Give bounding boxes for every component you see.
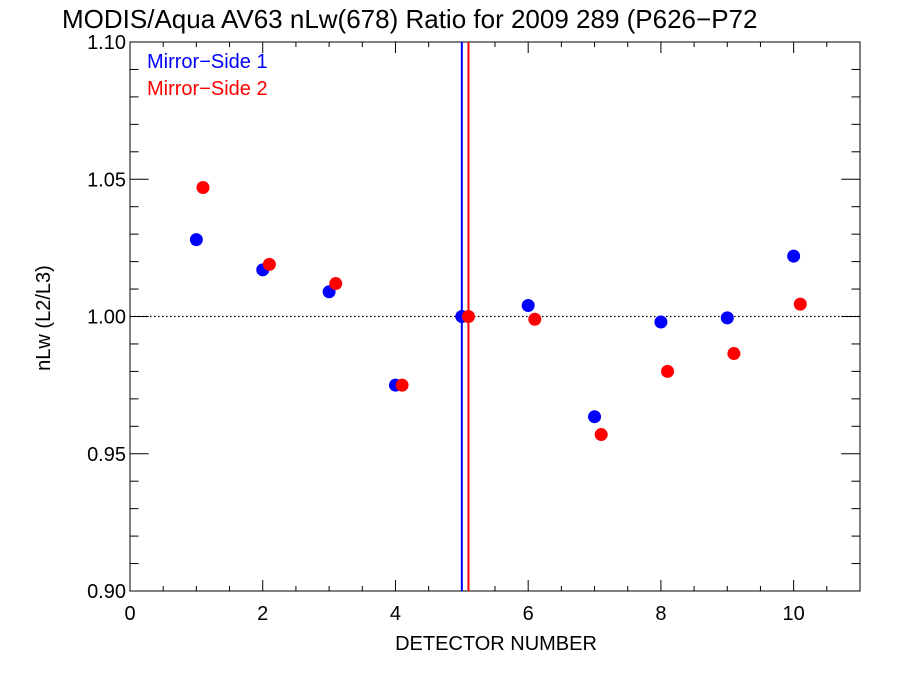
y-tick-label: 0.95 (87, 444, 126, 466)
point-mirror-side-2 (594, 428, 608, 442)
x-tick-label: 8 (655, 603, 666, 625)
legend-entry-1: Mirror−Side 1 (147, 51, 268, 73)
x-tick-label: 2 (257, 603, 268, 625)
x-tick-label: 6 (523, 603, 534, 625)
x-tick-label: 0 (124, 603, 135, 625)
y-tick-label: 1.05 (87, 169, 126, 191)
y-tick-label: 0.90 (87, 581, 126, 603)
x-tick-label: 4 (390, 603, 401, 625)
x-tick-label: 10 (783, 603, 805, 625)
legend: Mirror−Side 1 Mirror−Side 2 (147, 51, 268, 100)
point-mirror-side-2 (262, 257, 276, 271)
point-mirror-side-1 (654, 315, 668, 329)
point-mirror-side-2 (329, 277, 343, 291)
point-mirror-side-1 (720, 311, 734, 325)
y-tick-label: 1.00 (87, 307, 126, 329)
y-axis-label: nLw (L2/L3) (33, 265, 55, 371)
point-mirror-side-2 (661, 364, 675, 378)
data-points (189, 180, 807, 442)
point-mirror-side-2 (793, 297, 807, 311)
y-tick-label: 1.10 (87, 32, 126, 54)
point-mirror-side-2 (395, 378, 409, 392)
point-mirror-side-2 (461, 310, 475, 323)
point-mirror-side-2 (196, 180, 210, 194)
axis-tick-labels: 0 2 4 6 8 10 0.90 0.95 1.00 1.05 1.10 (87, 32, 805, 625)
point-mirror-side-1 (189, 233, 203, 247)
point-mirror-side-1 (787, 249, 801, 263)
point-mirror-side-2 (727, 347, 741, 361)
x-axis-label: DETECTOR NUMBER (395, 633, 597, 655)
point-mirror-side-1 (588, 410, 602, 424)
legend-entry-2: Mirror−Side 2 (147, 78, 268, 100)
point-mirror-side-2 (528, 312, 542, 326)
point-mirror-side-1 (521, 299, 535, 313)
chart-title: MODIS/Aqua AV63 nLw(678) Ratio for 2009 … (62, 4, 757, 34)
